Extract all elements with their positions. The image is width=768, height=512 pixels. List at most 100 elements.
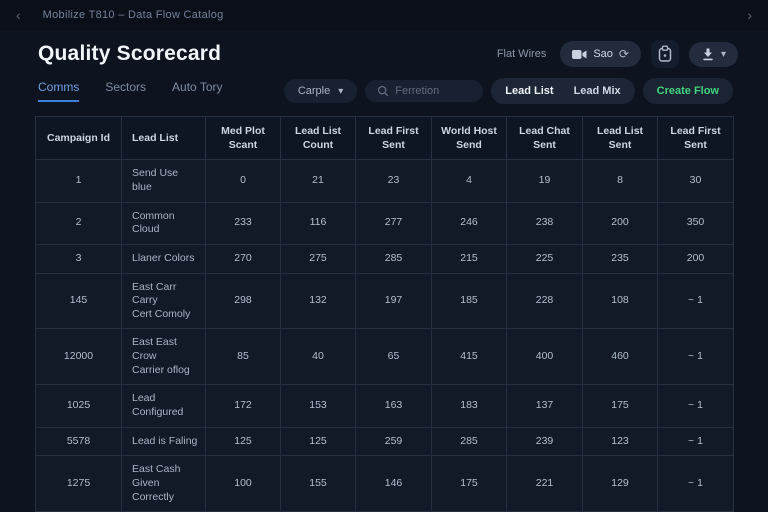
table-row[interactable]: 12000 East East Crow Carrier oflog 85 40 65 4… bbox=[35, 328, 734, 386]
table-row[interactable]: 1 Send Use blue 0 21 23 4 19 8 30 bbox=[35, 159, 734, 203]
value-cell: 108 bbox=[582, 272, 658, 330]
column-header: Lead List Sent bbox=[582, 115, 658, 161]
value-cell: 21 bbox=[280, 159, 356, 203]
value-cell: 270 bbox=[205, 243, 281, 274]
campaign-id-cell: 3 bbox=[35, 243, 122, 274]
campaign-id-cell: 2 bbox=[35, 201, 122, 245]
value-cell: 277 bbox=[355, 201, 432, 245]
value-cell: 23 bbox=[355, 159, 432, 203]
value-cell: 100 bbox=[205, 455, 281, 512]
view-segmented-control: Lead List Lead Mix bbox=[491, 78, 635, 104]
value-cell: 183 bbox=[431, 384, 507, 428]
table-row[interactable]: 5578 Lead is Faling 125 125 259 285 239 123 ~ 1 bbox=[35, 426, 734, 457]
campaign-id-cell: 1 bbox=[35, 159, 122, 203]
value-cell: ~ 1 bbox=[657, 455, 734, 512]
top-navigation-bar: ‹ Mobilize T810 – Data Flow Catalog › bbox=[0, 0, 768, 30]
value-cell: 172 bbox=[205, 384, 281, 428]
segment-lead-list[interactable]: Lead List bbox=[495, 81, 563, 101]
filter-dropdown[interactable]: Carple ▾ bbox=[283, 79, 358, 103]
value-cell: 350 bbox=[657, 201, 734, 245]
value-cell: 163 bbox=[355, 384, 432, 428]
search-input[interactable] bbox=[395, 85, 472, 97]
value-cell: 175 bbox=[582, 384, 658, 428]
value-cell: 235 bbox=[582, 243, 658, 274]
value-cell: 275 bbox=[280, 243, 356, 274]
table-row[interactable]: 1025 Lead Configured 172 153 163 183 137 175 ~ 1 bbox=[35, 384, 734, 428]
lead-list-cell: Send Use blue bbox=[121, 159, 206, 203]
tab-comms[interactable]: Comms bbox=[38, 80, 80, 102]
value-cell: 155 bbox=[280, 455, 356, 512]
clipboard-button[interactable] bbox=[650, 40, 679, 68]
clipboard-icon bbox=[657, 45, 673, 63]
value-cell: 65 bbox=[355, 328, 432, 386]
value-cell: 285 bbox=[431, 426, 507, 457]
value-cell: 415 bbox=[431, 328, 507, 386]
search-box[interactable] bbox=[365, 80, 484, 102]
value-cell: 4 bbox=[431, 159, 507, 203]
value-cell: 200 bbox=[657, 243, 734, 274]
filter-dropdown-label: Carple bbox=[297, 85, 331, 97]
value-cell: 225 bbox=[506, 243, 583, 274]
chevron-down-icon: ▾ bbox=[338, 85, 344, 97]
tab-sectors[interactable]: Sectors bbox=[105, 80, 146, 102]
column-header: Lead Chat Sent bbox=[506, 115, 583, 161]
value-cell: 460 bbox=[582, 328, 658, 386]
download-icon bbox=[701, 48, 715, 61]
table-row[interactable]: 1275 East Cash Given Correctly 100 155 146 17… bbox=[35, 455, 734, 512]
column-header: Lead First Sent bbox=[657, 115, 734, 161]
value-cell: 40 bbox=[280, 328, 356, 386]
lead-list-cell: Llaner Colors bbox=[121, 243, 206, 274]
value-cell: 137 bbox=[506, 384, 583, 428]
value-cell: 123 bbox=[582, 426, 658, 457]
tab-bar: Comms Sectors Auto Tory bbox=[38, 80, 223, 102]
value-cell: 285 bbox=[355, 243, 432, 274]
campaign-id-cell: 1025 bbox=[35, 384, 122, 428]
tab-auto-tory[interactable]: Auto Tory bbox=[172, 80, 222, 102]
value-cell: 116 bbox=[280, 201, 356, 245]
segment-lead-mix[interactable]: Lead Mix bbox=[564, 81, 631, 101]
back-chevron-icon[interactable]: ‹ bbox=[16, 7, 21, 23]
value-cell: 153 bbox=[280, 384, 356, 428]
column-header: Med Plot Scant bbox=[205, 115, 281, 161]
value-cell: ~ 1 bbox=[657, 272, 734, 330]
header-row: Quality Scorecard Flat Wires Sao ⟳ ▾ bbox=[0, 30, 768, 70]
campaign-id-cell: 5578 bbox=[35, 426, 122, 457]
value-cell: 146 bbox=[355, 455, 432, 512]
lead-list-cell: Common Cloud bbox=[121, 201, 206, 245]
value-cell: 200 bbox=[582, 201, 658, 245]
value-cell: 239 bbox=[506, 426, 583, 457]
table-row[interactable]: 3 Llaner Colors 270 275 285 215 225 235 200 bbox=[35, 243, 734, 274]
lead-list-cell: East Cash Given Correctly bbox=[121, 455, 206, 512]
table-row[interactable]: 145 East Carr Carry Cert Comoly 298 132 197 1… bbox=[35, 272, 734, 330]
breadcrumb: Mobilize T810 – Data Flow Catalog bbox=[42, 9, 224, 21]
value-cell: 221 bbox=[506, 455, 583, 512]
column-header: Lead First Sent bbox=[355, 115, 432, 161]
value-cell: 238 bbox=[506, 201, 583, 245]
value-cell: 259 bbox=[355, 426, 432, 457]
chevron-down-icon: ▾ bbox=[720, 48, 726, 60]
value-cell: 175 bbox=[431, 455, 507, 512]
export-button[interactable]: ▾ bbox=[688, 41, 738, 67]
lead-list-cell: East East Crow Carrier oflog bbox=[121, 328, 206, 386]
value-cell: 233 bbox=[205, 201, 281, 245]
column-header: World Host Send bbox=[431, 115, 507, 161]
value-cell: 125 bbox=[205, 426, 281, 457]
value-cell: 400 bbox=[506, 328, 583, 386]
camera-icon bbox=[572, 49, 587, 60]
value-cell: 132 bbox=[280, 272, 356, 330]
search-icon bbox=[377, 85, 389, 97]
forward-chevron-icon[interactable]: › bbox=[747, 7, 752, 23]
campaign-id-cell: 12000 bbox=[35, 328, 122, 386]
table-header-row: Campaign Id Lead List Med Plot Scant Lead L… bbox=[35, 115, 734, 161]
value-cell: 85 bbox=[205, 328, 281, 386]
table-row[interactable]: 2 Common Cloud 233 116 277 246 238 200 350 bbox=[35, 201, 734, 245]
header-actions: Flat Wires Sao ⟳ ▾ bbox=[497, 40, 738, 68]
column-header: Lead List Count bbox=[280, 115, 356, 161]
column-header: Campaign Id bbox=[35, 115, 122, 161]
refresh-icon: ⟳ bbox=[618, 47, 629, 61]
value-cell: 129 bbox=[582, 455, 658, 512]
create-flow-button[interactable]: Create Flow bbox=[642, 78, 733, 104]
scorecard-table-container: Campaign Id Lead List Med Plot Scant Lead L… bbox=[35, 115, 734, 512]
value-cell: 185 bbox=[431, 272, 507, 330]
save-button[interactable]: Sao ⟳ bbox=[560, 41, 641, 67]
